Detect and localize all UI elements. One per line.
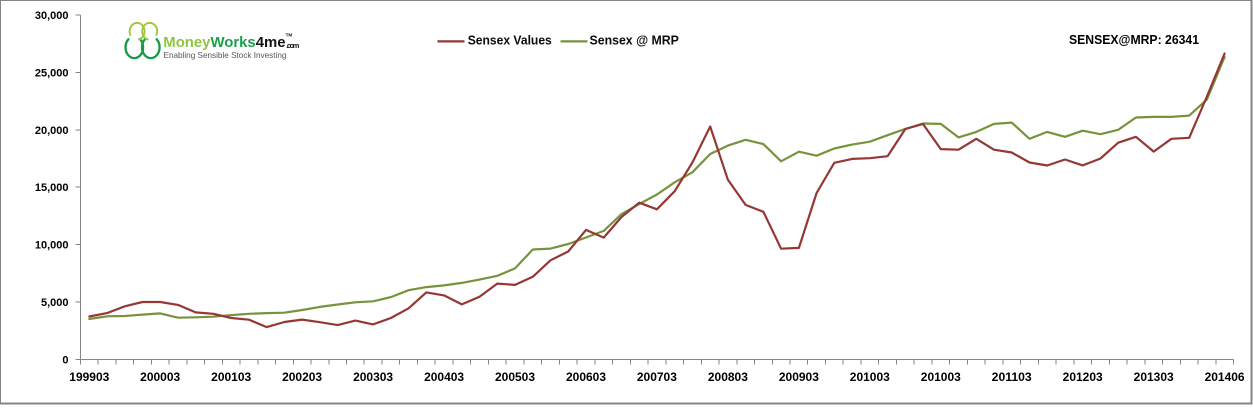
svg-text:201303: 201303: [1134, 370, 1174, 384]
svg-text:TM: TM: [286, 33, 293, 38]
svg-text:201406: 201406: [1205, 370, 1245, 384]
svg-text:200503: 200503: [495, 370, 535, 384]
svg-text:201003: 201003: [921, 370, 961, 384]
svg-text:200803: 200803: [708, 370, 748, 384]
svg-text:20,000: 20,000: [35, 125, 69, 137]
svg-text:200303: 200303: [353, 370, 393, 384]
svg-text:.com: .com: [286, 41, 299, 50]
svg-text:0: 0: [62, 354, 68, 366]
svg-text:5,000: 5,000: [41, 297, 69, 309]
svg-text:Enabling Sensible Stock Invest: Enabling Sensible Stock Investing: [164, 50, 287, 60]
svg-text:200203: 200203: [282, 370, 322, 384]
svg-text:25,000: 25,000: [35, 67, 69, 79]
svg-text:200703: 200703: [637, 370, 677, 384]
svg-text:200003: 200003: [140, 370, 180, 384]
svg-text:200903: 200903: [779, 370, 819, 384]
svg-text:199903: 199903: [69, 370, 109, 384]
svg-text:200603: 200603: [566, 370, 606, 384]
svg-text:15,000: 15,000: [35, 182, 69, 194]
svg-text:200403: 200403: [424, 370, 464, 384]
svg-text:30,000: 30,000: [35, 10, 69, 22]
svg-text:201003: 201003: [850, 370, 890, 384]
svg-text:Sensex Values: Sensex Values: [468, 33, 552, 48]
svg-text:SENSEX@MRP: 26341: SENSEX@MRP: 26341: [1069, 32, 1199, 47]
svg-text:10,000: 10,000: [35, 240, 69, 252]
svg-text:Sensex @ MRP: Sensex @ MRP: [590, 33, 680, 48]
svg-text:201103: 201103: [992, 370, 1032, 384]
svg-text:201203: 201203: [1063, 370, 1103, 384]
svg-text:200103: 200103: [211, 370, 251, 384]
svg-text:MoneyWorks4me: MoneyWorks4me: [163, 34, 285, 51]
